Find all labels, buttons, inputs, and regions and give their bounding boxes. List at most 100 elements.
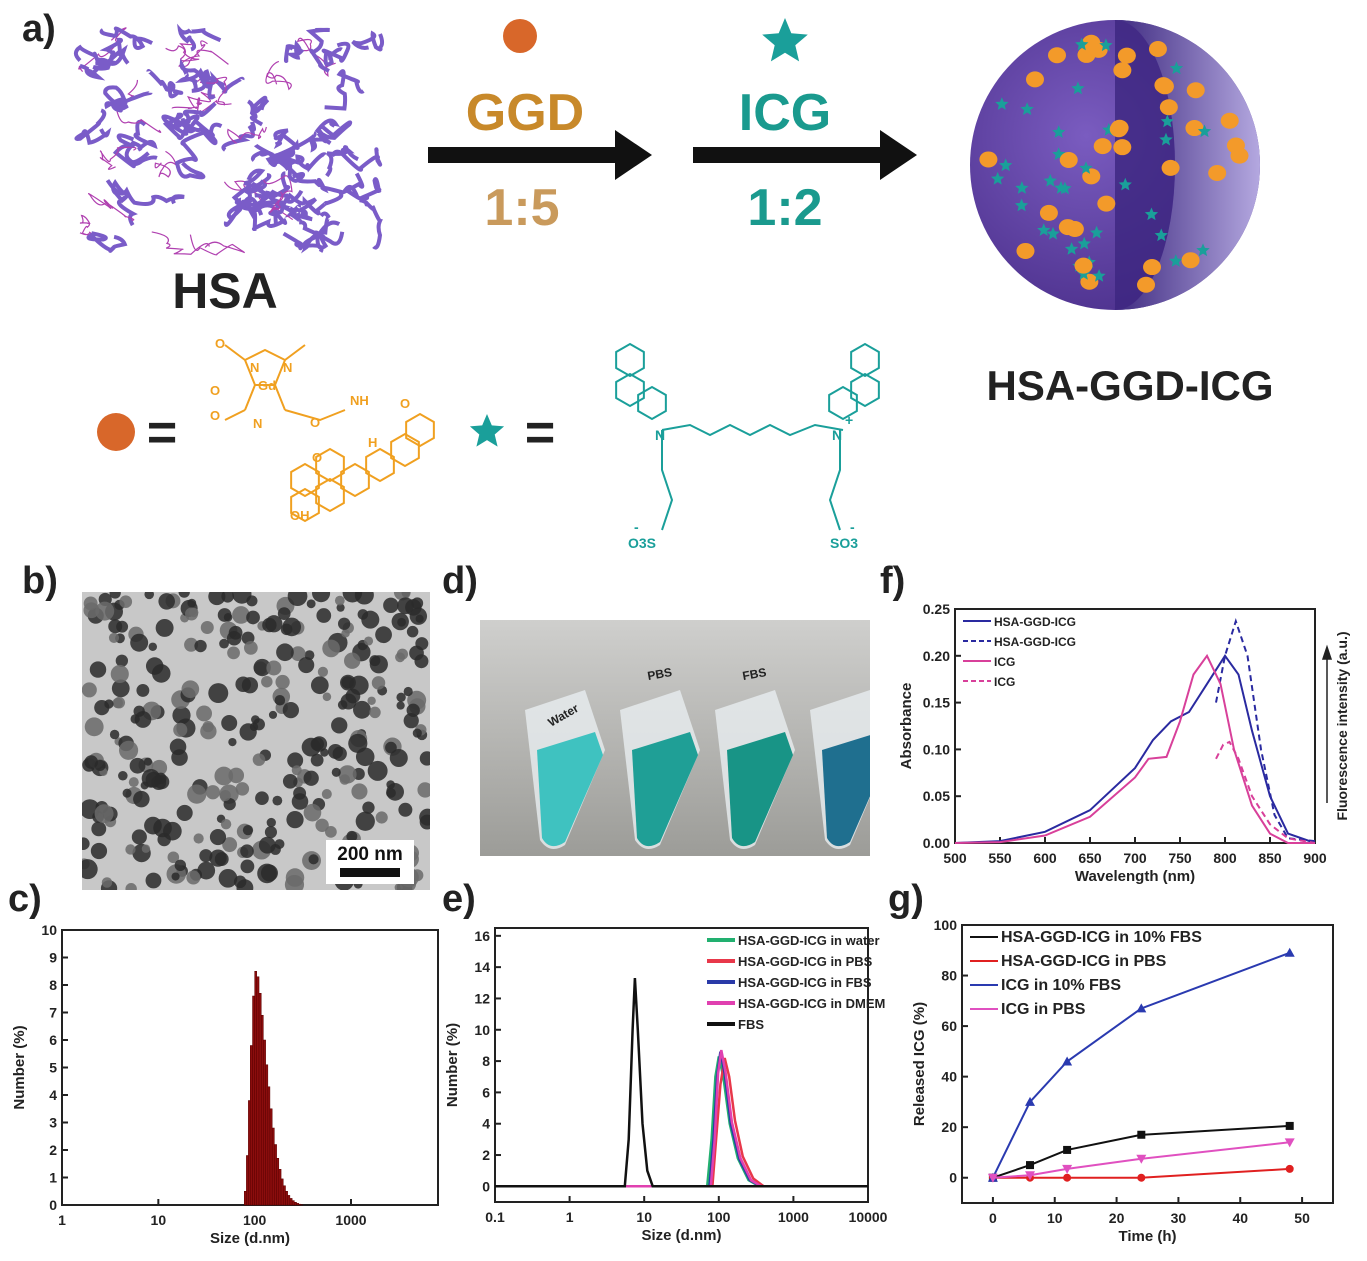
histogram-bar — [265, 1064, 269, 1206]
panel-label-b: b) — [22, 560, 58, 602]
histogram-bar — [250, 1045, 253, 1206]
nanoparticle-dot — [321, 789, 332, 800]
nanoparticle-dot — [414, 654, 429, 669]
ring — [828, 385, 858, 421]
icg-particle — [1075, 37, 1089, 51]
nanoparticle-dot — [221, 715, 238, 732]
nanoparticle-dot — [266, 817, 276, 828]
nanoparticle-dot — [118, 770, 128, 781]
nanoparticle-dot — [255, 791, 269, 806]
atom-label: N — [832, 427, 842, 443]
tube-label: PBS — [646, 665, 673, 683]
nanoparticle-dot — [282, 701, 299, 719]
icg-ratio: 1:2 — [747, 179, 822, 237]
icg-particle — [1099, 38, 1113, 52]
nanoparticle-dot — [419, 808, 430, 826]
protein-strand — [324, 69, 365, 111]
nanoparticle-dot — [176, 804, 193, 821]
x-tick-label: 40 — [1232, 1210, 1248, 1226]
ggd-particle — [1077, 46, 1096, 63]
nanoparticle-dot — [194, 639, 207, 653]
x-tick-label: 100 — [243, 1212, 267, 1228]
ggd-particle — [1148, 41, 1167, 58]
nanoparticle-dot — [223, 797, 236, 811]
ggd-particle — [1039, 204, 1058, 221]
protein-strand — [359, 198, 383, 250]
histogram-bar — [260, 1015, 264, 1206]
ring — [405, 412, 435, 448]
legend-label: HSA-GGD-ICG in FBS — [738, 975, 872, 990]
nanoparticle-dot — [346, 830, 358, 842]
equals-sign: = — [525, 404, 555, 462]
nanoparticle-dot — [174, 859, 187, 872]
nanoparticle-dot — [331, 767, 341, 777]
nanoparticle-dot — [84, 717, 104, 737]
icg-particle — [1015, 181, 1029, 194]
nanoparticle-dot — [403, 713, 419, 729]
y-tick-label: 0 — [949, 1170, 957, 1186]
nanoparticle-dot — [315, 818, 329, 832]
nanoparticle-dot — [171, 872, 180, 881]
ring — [290, 462, 320, 498]
nanoparticle-dot — [412, 728, 422, 738]
x-tick-label: 800 — [1213, 850, 1237, 866]
icg-particle — [1160, 114, 1174, 128]
panel-label-f: f) — [880, 560, 906, 602]
nanoparticle-dot — [340, 674, 356, 691]
histogram-bar — [256, 976, 260, 1206]
protein-strand — [202, 69, 245, 94]
x-axis-label: Size (d.nm) — [641, 1227, 721, 1244]
nanoparticle-dot — [306, 599, 316, 609]
hsa-label: HSA — [172, 263, 278, 319]
nanoparticle-dot — [337, 700, 348, 710]
nanoparticle-dot — [141, 844, 151, 853]
nanoparticle-dot — [308, 854, 319, 865]
y-tick-label: 1 — [49, 1170, 57, 1186]
nanoparticle-dot — [145, 872, 162, 889]
icg-particle — [1054, 181, 1068, 194]
protein-strand — [245, 199, 288, 232]
nanoparticle-dot — [167, 851, 180, 864]
nanoparticle-dot — [189, 607, 199, 618]
ggd-particle — [1220, 112, 1239, 129]
nanoparticle-dot — [94, 804, 114, 824]
atom-label: SO3 — [830, 535, 858, 551]
icg-particle — [1144, 207, 1159, 221]
ggd-ball-icon — [503, 19, 537, 53]
x-tick-label: 10 — [151, 1212, 167, 1228]
icg-particle — [1071, 81, 1085, 95]
data-point — [1285, 1121, 1294, 1130]
y-tick-label: 14 — [474, 959, 490, 975]
y-tick-label: 8 — [482, 1053, 490, 1069]
tem-image: 200 nm — [82, 592, 430, 890]
protein-strand — [197, 76, 228, 106]
x-tick-label: 600 — [1033, 850, 1057, 866]
nanoparticle-dot — [337, 617, 351, 630]
protein-strand — [116, 119, 158, 152]
atom-label: N — [250, 360, 259, 375]
nanoparticle-dot — [317, 666, 329, 678]
ggd-particle — [1117, 47, 1136, 64]
ggd-ratio: 1:5 — [484, 179, 559, 237]
protein-strand — [174, 130, 206, 180]
nanoparticle-dot — [214, 852, 229, 867]
nanoparticle-dot — [385, 741, 397, 754]
ggd-particle — [1065, 221, 1084, 238]
ring — [615, 342, 645, 378]
nanoparticle-dot — [371, 676, 386, 690]
nanoparticle-dot — [396, 692, 406, 702]
ggd-particle — [1093, 138, 1112, 155]
nanoparticle-dot — [108, 619, 123, 634]
ring — [615, 372, 645, 408]
nanoparticle-dot — [298, 656, 315, 674]
y-tick-label: 0.10 — [923, 741, 950, 757]
nanoparticle-dot — [397, 617, 406, 627]
y-tick-label: 4 — [49, 1087, 57, 1103]
nanoparticle-dot — [310, 676, 329, 695]
nanoparticle-dot — [136, 683, 150, 697]
legend-label: ICG — [994, 655, 1015, 669]
ggd-particle — [979, 151, 998, 168]
nanoparticle-dot — [375, 811, 388, 824]
y-axis-label: Released ICG (%) — [911, 1002, 928, 1126]
